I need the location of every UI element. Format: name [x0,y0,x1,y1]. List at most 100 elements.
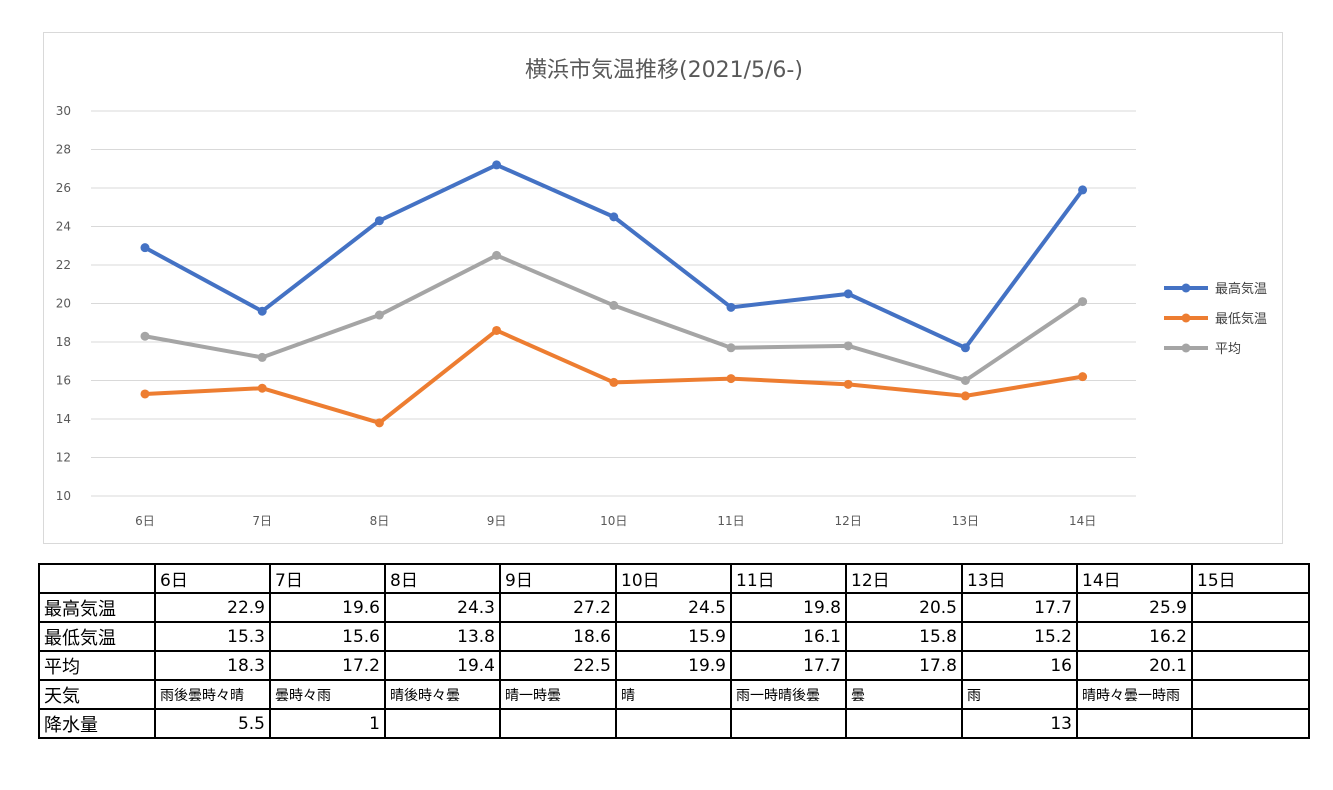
data-point [609,300,619,310]
table-cell: 16 [961,650,1078,681]
y-tick-label: 20 [56,297,71,311]
table-row: 天気 雨後曇時々晴 曇時々雨 晴後時々曇 晴一時曇晴雨一時晴後曇曇雨晴時々曇一時雨 [38,679,1310,710]
table-row: 降水量 5.5 1 13 [38,708,1310,739]
table-row-label: 最低気温 [38,621,156,652]
y-tick-label: 10 [56,489,71,503]
legend-marker [1181,283,1191,293]
legend-label: 最低気温 [1215,311,1267,327]
table-cell [1076,708,1193,739]
table-row-label: 最高気温 [38,592,156,623]
table-row-label: 天気 [38,679,156,710]
table-cell [1191,592,1310,623]
y-tick-label: 16 [56,374,71,388]
data-point [960,376,970,385]
series-0 [140,160,1088,353]
data-point [492,160,502,170]
table-cell: 17.8 [845,650,963,681]
table-cell: 16.2 [1076,621,1193,652]
table-cell: 13 [961,708,1078,739]
x-tick-label: 11日 [717,514,744,528]
series-line [143,328,1085,425]
table-cell: 雨後曇時々晴 [154,679,271,710]
table-cell [499,708,617,739]
x-tick-label: 13日 [952,514,979,528]
table-cell: 17.7 [961,592,1078,623]
y-tick-label: 12 [56,451,71,465]
legend-item: 最低気温 [1164,311,1267,327]
table-corner-cell [38,563,156,594]
data-point [843,289,853,299]
legend-item: 平均 [1164,342,1241,357]
table-cell: 18.3 [154,650,271,681]
data-point [257,383,267,393]
table-cell [730,708,847,739]
x-tick-label: 8日 [370,514,390,528]
x-tick-label: 10日 [600,514,627,528]
table-cell: 雨一時晴後曇 [730,679,847,710]
table-cell: 27.2 [499,592,617,623]
chart-title: 横浜市気温推移(2021/5/6-) [525,58,803,83]
data-point [374,216,384,226]
table-cell: 15.8 [845,621,963,652]
table-cell: 24.5 [615,592,732,623]
table-cell [1191,650,1310,681]
x-tick-label: 7日 [252,514,272,528]
data-point [960,391,970,401]
data-table: 6日 7日 8日 9日 10日 11日 12日 13日 14日 15日 最高気温 22.9 19.6 24… [38,563,1310,739]
x-tick-label: 14日 [1069,514,1096,528]
legend-marker [1181,343,1191,353]
data-point [140,389,150,399]
data-point [1078,372,1088,382]
data-point [140,331,150,341]
table-cell [615,708,732,739]
table-cell: 15.2 [961,621,1078,652]
data-point [843,341,853,351]
table-cell: 19.8 [730,592,847,623]
legend-label: 最高気温 [1215,281,1267,297]
x-tick-label: 9日 [487,514,507,528]
data-point [257,352,267,362]
table-cell: 19.6 [269,592,386,623]
table-cell: 晴時々曇一時雨 [1076,679,1193,710]
table-header-cell: 9日 [499,563,617,594]
table-cell: 15.6 [269,621,386,652]
data-point [374,418,384,428]
table-row-label: 平均 [38,650,156,681]
table-header-cell: 8日 [384,563,501,594]
table-cell: 18.6 [499,621,617,652]
table-header-row: 6日 7日 8日 9日 10日 11日 12日 13日 14日 15日 [38,563,1310,594]
table-cell: 晴一時曇 [499,679,617,710]
line-chart: 10 12 14 16 18 20 22 24 26 28 30 6日 7日 8日 9日 10日 11日 12日 1… [56,58,1267,528]
data-point [609,377,619,387]
data-point [726,343,736,353]
table-cell: 雨 [961,679,1078,710]
y-tick-label: 22 [56,258,71,272]
table-cell: 22.5 [499,650,617,681]
table-row: 最高気温 22.9 19.6 24.3 27.2 24.5 19.8 20.5 17.7 25.9 [38,592,1310,623]
table-cell: 17.7 [730,650,847,681]
table-cell [845,708,963,739]
table-cell [1191,679,1310,710]
x-tick-label: 6日 [135,514,155,528]
table-cell: 20.1 [1076,650,1193,681]
table-cell: 19.4 [384,650,501,681]
y-tick-label: 18 [56,335,71,349]
data-point [843,379,853,389]
table-cell: 19.9 [615,650,732,681]
table-header-cell: 7日 [269,563,386,594]
table-cell: 晴 [615,679,732,710]
table-cell [1191,708,1310,739]
table-cell: 15.3 [154,621,271,652]
table-cell: 25.9 [1076,592,1193,623]
table-header-cell: 10日 [615,563,732,594]
table-header-cell: 12日 [845,563,963,594]
y-tick-label: 26 [56,181,71,195]
x-tick-label: 12日 [835,514,862,528]
data-point [960,343,970,353]
table-header-cell: 6日 [154,563,271,594]
data-point [726,374,736,384]
series-line [143,162,1085,350]
legend-marker [1181,313,1191,323]
table-cell: 15.9 [615,621,732,652]
y-tick-label: 30 [56,104,71,118]
